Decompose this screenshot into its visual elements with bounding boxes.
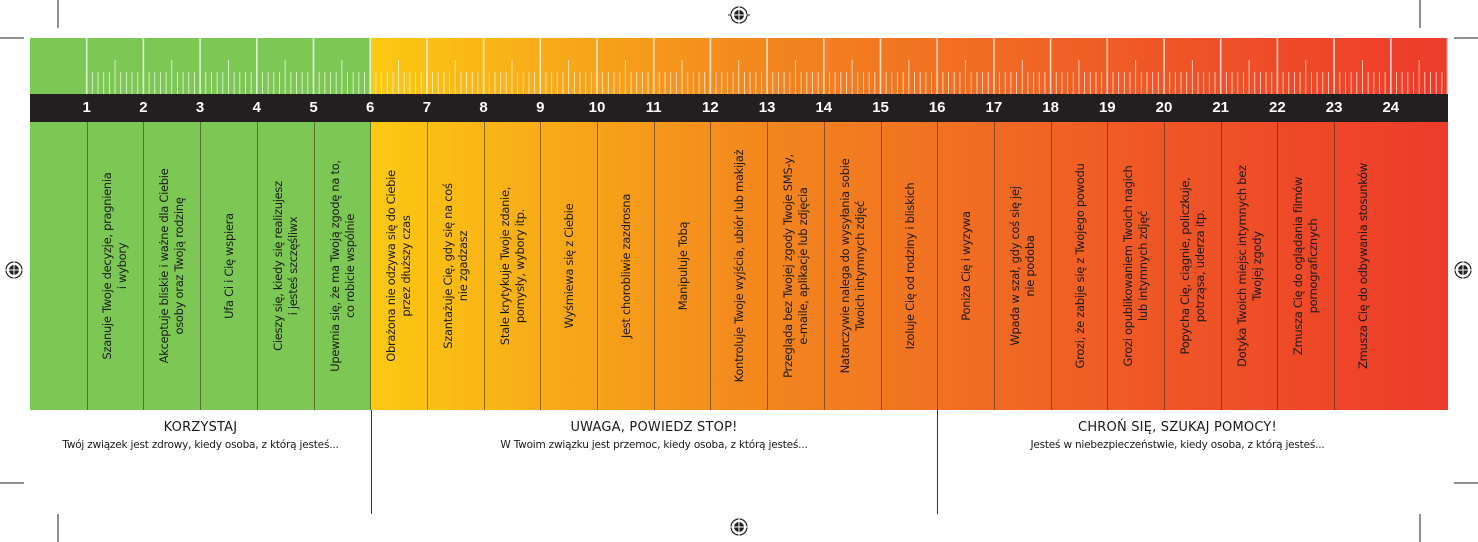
behavior-text: Natarczywie nalega do wysyłania sobie Tw… [838, 158, 868, 374]
behavior-item: Obrażona nie odzywa się do Ciebie przez … [370, 122, 427, 410]
scale-number: 13 [758, 99, 776, 116]
behavior-text: Zmusza Cię do odbywania stosunków [1355, 162, 1370, 370]
behavior-text: Grozi, że zabije się z Twojego powodu [1072, 163, 1087, 369]
violence-scale-ruler: 1 2 3 4 5 6 7 8 9 10 11 12 13 14 15 16 17 18 19 20 21 22 23 24 … [30, 38, 1448, 410]
behavior-text: Stale krytykuje Twoje zdanie, pomysły, w… [497, 186, 527, 346]
behavior-text: Poniża Cię i wyzywa [959, 211, 974, 321]
behavior-text: Dotyka Twoich miejsc intymnych bez Twoje… [1235, 165, 1265, 367]
scale-number: 2 [139, 99, 148, 116]
behavior-item: Grozi opublikowaniem Twoich nagich lub i… [1107, 122, 1164, 410]
scale-number: 11 [645, 99, 662, 116]
behavior-text: Cieszy się, kiedy się realizujesz i jest… [271, 181, 301, 351]
behavior-text: Kontroluje Twoje wyjścia, ubiór lub maki… [732, 149, 747, 383]
scale-number: 8 [479, 99, 488, 116]
scale-number: 7 [422, 99, 432, 116]
behavior-item: Manipuluje Tobą [653, 122, 711, 410]
behavior-item: Zmusza Cię do odbywania stosunków [1334, 122, 1391, 410]
behavior-text: Popycha Cię, ciągnie, policzkuje, potrzą… [1178, 177, 1208, 355]
ruler-tick-marks [85, 38, 1448, 94]
registration-mark-left [4, 260, 24, 280]
zone-warning-subtitle: W Twoim związku jest przemoc, kiedy osob… [500, 439, 808, 451]
behavior-separator [86, 122, 88, 410]
zone-danger-title: CHROŃ SIĘ, SZUKAJ POMOCY! [1078, 420, 1277, 435]
zone-healthy-subtitle: Twój związek jest zdrowy, kiedy osoba, z… [62, 439, 339, 451]
behavior-item: Kontroluje Twoje wyjścia, ubiór lub maki… [710, 122, 767, 410]
scale-number: 1 [82, 99, 91, 116]
behavior-item: Natarczywie nalega do wysyłania sobie Tw… [823, 122, 881, 410]
behavior-text: Izoluje Cię od rodziny i bliskich [902, 182, 917, 350]
behavior-item: Zmusza Cię do oglądania filmów pornograf… [1277, 122, 1334, 410]
behavior-item: Stale krytykuje Twoje zdanie, pomysły, w… [483, 122, 541, 410]
zone-healthy: KORZYSTAJ Twój związek jest zdrowy, kied… [30, 420, 371, 451]
behavior-text: Szantażuje Cię, gdy się na coś nie zgadz… [441, 183, 471, 349]
zone-danger: CHROŃ SIĘ, SZUKAJ POMOCY! Jesteś w niebe… [937, 420, 1418, 451]
behavior-item: Dotyka Twoich miejsc intymnych bez Twoje… [1220, 122, 1278, 410]
scale-number: 23 [1325, 99, 1343, 116]
behavior-item: Poniża Cię i wyzywa [937, 122, 994, 410]
behavior-item: Wyśmiewa się z Ciebie [540, 122, 597, 410]
zone-healthy-title: KORZYSTAJ [163, 420, 238, 435]
behavior-item: Szantażuje Cię, gdy się na coś nie zgadz… [426, 122, 484, 410]
registration-mark-top [728, 5, 750, 25]
behavior-text: Ufa Ci i Cię wspiera [221, 213, 236, 319]
scale-number-bar: 1 2 3 4 5 6 7 8 9 10 11 12 13 14 15 16 17 18 19 20 21 22 23 24 [30, 94, 1448, 122]
behavior-text: Szanuje Twoje decyzje, pragnienia i wybo… [100, 172, 130, 360]
behavior-text: Wpada w szał, gdy coś się jej nie podoba [1008, 186, 1038, 346]
scale-number: 9 [536, 99, 545, 116]
scale-number: 19 [1098, 99, 1116, 116]
registration-mark-bottom [729, 517, 749, 537]
behavior-item: Izoluje Cię od rodziny i bliskich [880, 122, 938, 410]
behavior-item: Wpada w szał, gdy coś się jej nie podoba [993, 122, 1051, 410]
zone-divider-2 [937, 410, 938, 514]
scale-number: 10 [588, 99, 606, 116]
behavior-text: Przegląda bez Twojej zgody Twoje SMS-y, … [781, 154, 811, 378]
behavior-text: Manipuluje Tobą [675, 221, 690, 311]
behavior-item: Popycha Cię, ciągnie, policzkuje, potrzą… [1164, 122, 1221, 410]
zone-warning: UWAGA, POWIEDZ STOP! W Twoim związku jes… [371, 420, 937, 451]
zone-divider-1 [371, 410, 372, 514]
scale-number: 14 [815, 99, 833, 116]
behavior-text: Grozi opublikowaniem Twoich nagich lub i… [1121, 165, 1151, 367]
behavior-text: Akceptuje bliskie i ważne dla Ciebie oso… [157, 168, 187, 364]
behavior-text: Upewnia się, że ma Twoją zgodę na to, co… [327, 160, 357, 372]
behavior-item: Przegląda bez Twojej zgody Twoje SMS-y, … [767, 122, 824, 410]
scale-number: 20 [1155, 99, 1173, 116]
scale-number: 16 [928, 99, 946, 116]
behavior-item: Jest chorobliwie zazdrosna [597, 122, 654, 410]
behavior-text: Obrażona nie odzywa się do Ciebie przez … [384, 170, 414, 362]
scale-number: 4 [252, 99, 261, 116]
behavior-item: Akceptuje bliskie i ważne dla Ciebie oso… [143, 122, 200, 410]
behavior-item: Upewnia się, że ma Twoją zgodę na to, co… [313, 122, 371, 410]
scale-number: 3 [195, 99, 205, 116]
scale-number: 24 [1382, 99, 1400, 116]
behavior-item: Ufa Ci i Cię wspiera [200, 122, 257, 410]
behavior-item: Cieszy się, kiedy się realizujesz i jest… [256, 122, 314, 410]
scale-number: 22 [1269, 99, 1286, 116]
behavior-text: Jest chorobliwie zazdrosna [618, 193, 633, 339]
behavior-text: Zmusza Cię do oglądania filmów pornograf… [1291, 176, 1321, 356]
scale-number: 15 [872, 99, 889, 116]
scale-number: 18 [1042, 99, 1059, 116]
behavior-item: Szanuje Twoje decyzje, pragnienia i wybo… [87, 122, 144, 410]
behavior-text: Wyśmiewa się z Ciebie [562, 203, 577, 329]
zone-warning-title: UWAGA, POWIEDZ STOP! [570, 420, 738, 435]
behavior-item: Grozi, że zabije się z Twojego powodu [1050, 122, 1108, 410]
registration-mark-right [1453, 260, 1473, 280]
scale-number: 21 [1212, 99, 1230, 116]
scale-number: 5 [309, 99, 318, 116]
zone-danger-subtitle: Jesteś w niebezpieczeństwie, kiedy osoba… [1030, 439, 1325, 451]
scale-number: 12 [702, 99, 719, 116]
scale-number: 17 [985, 99, 1003, 116]
scale-number: 6 [366, 99, 375, 116]
